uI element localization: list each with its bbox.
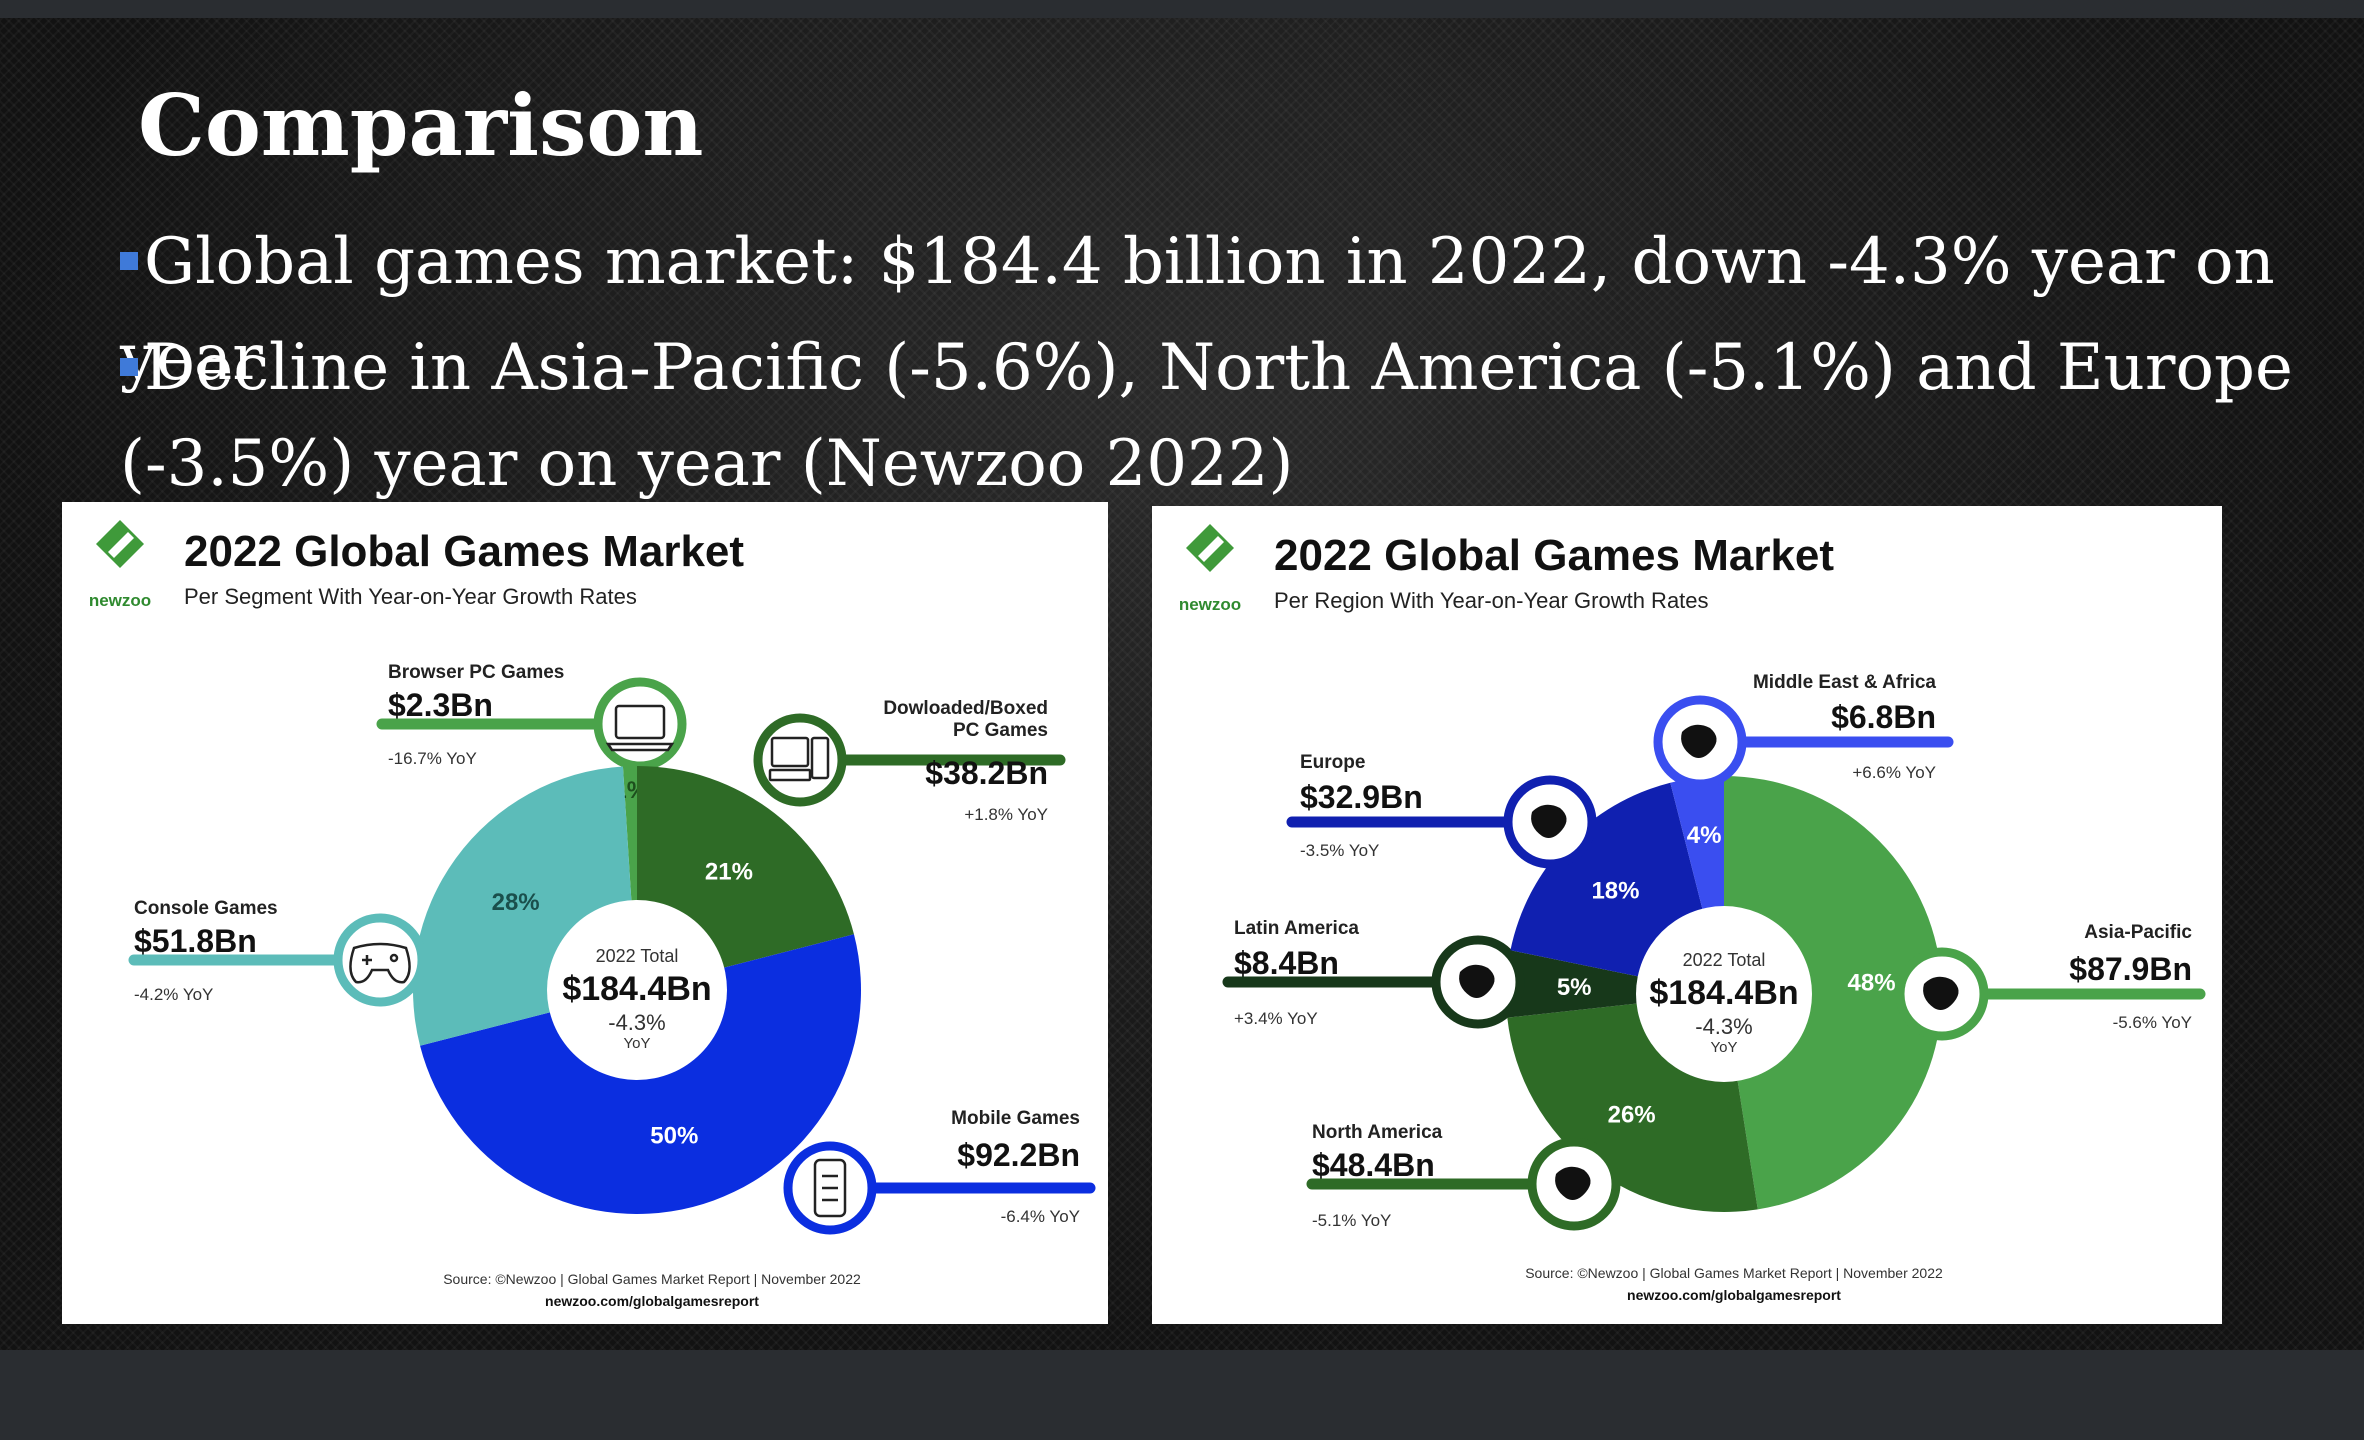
bullet-square-icon xyxy=(120,251,138,270)
callout-name: PC Games xyxy=(953,720,1048,741)
map-shape xyxy=(1681,724,1717,758)
desktop-keyboard xyxy=(768,768,812,782)
callout-value: $51.8Bn xyxy=(134,923,257,959)
slice-percent-label: 50% xyxy=(650,1122,698,1149)
center-total: $184.4Bn xyxy=(1649,974,1798,1012)
callout-value: $2.3Bn xyxy=(388,687,493,723)
callout-name: North America xyxy=(1312,1122,1443,1143)
callout-name: Latin America xyxy=(1234,918,1359,939)
callout-name: Europe xyxy=(1300,752,1365,773)
callout-yoy: +1.8% YoY xyxy=(964,805,1048,824)
segment-donut-chart: newzoo 2022 Global Games Market Per Segmen… xyxy=(89,520,1096,1309)
callout-name: Asia-Pacific xyxy=(2084,922,2192,943)
slice-percent-label: 26% xyxy=(1608,1102,1656,1129)
callout-value: $38.2Bn xyxy=(925,755,1048,791)
map-shape xyxy=(1459,964,1495,998)
center-hole xyxy=(547,900,727,1080)
gamepad-icon xyxy=(349,942,411,984)
logo-stripe xyxy=(1198,536,1224,562)
callout-value: $87.9Bn xyxy=(2069,951,2192,987)
desktop-computer-icon xyxy=(768,736,830,782)
center-hole xyxy=(1636,906,1812,1082)
slice-percent-label: 48% xyxy=(1848,970,1896,997)
chart-title: 2022 Global Games Market xyxy=(1274,531,1834,580)
logo-stripe xyxy=(108,532,134,558)
laptop-base xyxy=(605,742,675,752)
callout-name: Mobile Games xyxy=(951,1108,1080,1129)
chart-subtitle: Per Segment With Year-on-Year Growth Rat… xyxy=(184,584,637,609)
smartphone-icon xyxy=(813,1158,847,1218)
center-total: $184.4Bn xyxy=(562,970,711,1008)
slice-percent-label: 5% xyxy=(1557,974,1592,1001)
callout-value: $8.4Bn xyxy=(1234,945,1339,981)
bullet-item: Decline in Asia-Pacific (-5.6%), North A… xyxy=(120,320,2320,512)
map-shape xyxy=(1531,804,1567,838)
slice-percent-label: 4% xyxy=(1687,822,1722,849)
callout-value: $92.2Bn xyxy=(957,1137,1080,1173)
callout-icon-ring xyxy=(593,677,687,771)
desktop-monitor xyxy=(770,736,810,768)
slice-percent-label: 18% xyxy=(1591,877,1639,904)
callout-yoy: +6.6% YoY xyxy=(1852,763,1936,782)
gamepad-body xyxy=(349,942,411,984)
callout-yoy: -3.5% YoY xyxy=(1300,841,1379,860)
north-america-map-icon xyxy=(1555,1166,1591,1200)
slide-title: Comparison xyxy=(138,76,704,175)
map-shape xyxy=(1555,1166,1591,1200)
callout-name: Dowloaded/Boxed xyxy=(883,698,1048,719)
callout-yoy: -16.7% YoY xyxy=(388,749,477,768)
gamepad-button xyxy=(389,953,399,963)
newzoo-logo: newzoo xyxy=(89,520,151,610)
laptop-screen xyxy=(614,704,666,740)
center-label: 2022 Total xyxy=(596,946,679,966)
callout-name: Browser PC Games xyxy=(388,662,564,683)
callout-name: Middle East & Africa xyxy=(1753,672,1936,693)
africa-map-icon xyxy=(1681,724,1717,758)
europe-map-icon xyxy=(1531,804,1567,838)
callout-name: Console Games xyxy=(134,898,278,919)
chart-source: Source: ©Newzoo | Global Games Market Re… xyxy=(1525,1265,1943,1281)
map-shape xyxy=(1923,976,1959,1010)
chart-source: Source: ©Newzoo | Global Games Market Re… xyxy=(443,1271,861,1287)
bullet-item: Global games market: $184.4 billion in 2… xyxy=(120,214,2320,406)
chart-url: newzoo.com/globalgamesreport xyxy=(545,1293,759,1309)
callout-yoy: -4.2% YoY xyxy=(134,985,213,1004)
center-change: -4.3% xyxy=(608,1010,665,1035)
region-infographic: newzoo 2022 Global Games Market Per Region… xyxy=(1152,506,2222,1324)
callout-yoy: -6.4% YoY xyxy=(1001,1207,1080,1226)
newzoo-logo: newzoo xyxy=(1179,524,1241,614)
presentation-slide: Comparison Global games market: $184.4 b… xyxy=(0,18,2364,1350)
logo-text: newzoo xyxy=(1179,595,1241,614)
chart-title: 2022 Global Games Market xyxy=(184,527,744,576)
callout-icon-ring xyxy=(753,713,847,807)
asia-pacific-map-icon xyxy=(1923,976,1959,1010)
bullet-text: Decline in Asia-Pacific (-5.6%), North A… xyxy=(120,331,2293,501)
pie-slice xyxy=(1506,950,1724,1018)
segment-infographic: newzoo 2022 Global Games Market Per Segmen… xyxy=(62,502,1108,1324)
bullet-square-icon xyxy=(120,357,138,376)
callout-value: $6.8Bn xyxy=(1831,699,1936,735)
region-donut-chart: newzoo 2022 Global Games Market Per Region… xyxy=(1179,524,2206,1303)
slice-percent-label: 28% xyxy=(492,889,540,916)
center-unit: YoY xyxy=(1711,1039,1738,1056)
callout-value: $32.9Bn xyxy=(1300,779,1423,815)
callout-yoy: -5.1% YoY xyxy=(1312,1211,1391,1230)
laptop-icon xyxy=(605,704,675,752)
callout-value: $48.4Bn xyxy=(1312,1147,1435,1183)
latin-america-map-icon xyxy=(1459,964,1495,998)
center-label: 2022 Total xyxy=(1683,950,1766,970)
callout-yoy: +3.4% YoY xyxy=(1234,1009,1318,1028)
center-change: -4.3% xyxy=(1695,1014,1752,1039)
desktop-tower xyxy=(810,736,830,780)
phone-body xyxy=(813,1158,847,1218)
callout-yoy: -5.6% YoY xyxy=(2113,1013,2192,1032)
logo-text: newzoo xyxy=(89,591,151,610)
pie-slice xyxy=(1724,776,1942,1210)
chart-url: newzoo.com/globalgamesreport xyxy=(1627,1287,1841,1303)
slice-percent-label: 21% xyxy=(705,858,753,885)
chart-subtitle: Per Region With Year-on-Year Growth Rate… xyxy=(1274,588,1709,613)
bullet-text: Global games market: $184.4 billion in 2… xyxy=(120,225,2275,395)
center-unit: YoY xyxy=(624,1035,651,1052)
